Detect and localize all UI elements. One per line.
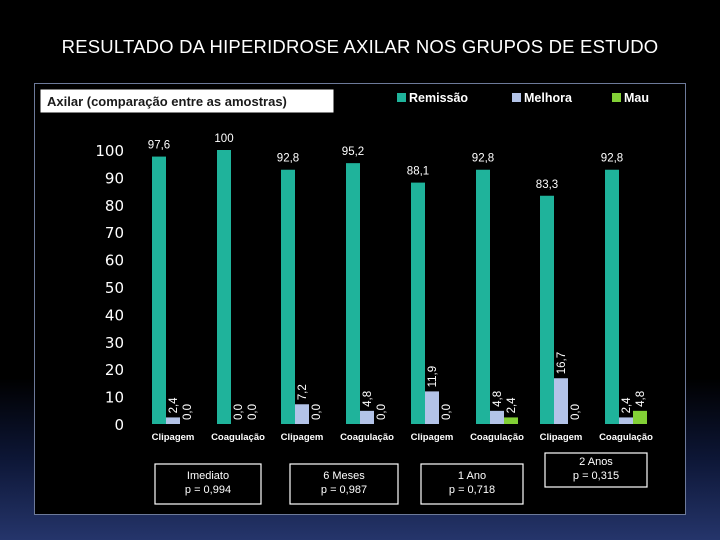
x-category-label: Clipagem	[152, 432, 195, 443]
bar-chart: Axilar (comparação entre as amostras) Rem…	[39, 88, 653, 505]
y-tick-label: 80	[105, 197, 124, 215]
x-category-label: Clipagem	[540, 432, 583, 443]
group-pvalue-2: p = 0,987	[321, 484, 367, 496]
data-label: 92,8	[472, 153, 494, 165]
y-tick-label: 90	[105, 169, 124, 187]
chart-panel: Axilar (comparação entre as amostras) Rem…	[34, 83, 686, 515]
data-label: 11,9	[427, 366, 439, 388]
bar-remisso-4	[346, 163, 360, 424]
bar-remisso-8	[605, 169, 619, 424]
data-label: 95,2	[342, 146, 364, 158]
data-label: 0,0	[570, 404, 582, 420]
x-category-label: Coagulação	[599, 432, 653, 443]
bar-melhora-5	[425, 391, 439, 424]
bar-melhora-6	[490, 410, 504, 424]
bar-remisso-3	[281, 169, 295, 424]
group-pvalue-4: p = 0,315	[573, 470, 619, 482]
group-pvalue-3: p = 0,718	[449, 484, 495, 496]
y-tick-label: 70	[105, 224, 124, 242]
data-label: 0,0	[233, 404, 245, 420]
data-label: 4,8	[362, 391, 374, 407]
x-category-label: Clipagem	[281, 432, 324, 443]
data-label: 2,4	[621, 397, 633, 414]
y-tick-label: 0	[114, 416, 124, 434]
data-label: 100	[214, 133, 233, 145]
bar-remisso-7	[540, 195, 554, 424]
group-box-1	[154, 463, 262, 505]
x-category-label: Coagulação	[211, 432, 265, 443]
legend-swatch-2	[512, 93, 521, 102]
y-tick-label: 30	[105, 334, 124, 352]
legend-label-1: Remissão	[409, 91, 468, 105]
data-label: 0,0	[376, 404, 388, 420]
data-label: 92,8	[601, 153, 623, 165]
legend-swatch-3	[612, 93, 621, 102]
group-label-1: Imediato	[187, 470, 229, 482]
group-label-3: 1 Ano	[458, 470, 486, 482]
bar-melhora-4	[360, 410, 374, 424]
bar-remisso-6	[476, 169, 490, 424]
data-label: 0,0	[247, 404, 259, 420]
y-tick-label: 40	[105, 306, 124, 324]
slide-title: RESULTADO DA HIPERIDROSE AXILAR NOS GRUP…	[61, 36, 659, 57]
y-tick-label: 50	[105, 279, 124, 297]
bar-mau-8	[633, 410, 647, 424]
bar-remisso-2	[217, 150, 231, 424]
data-label: 7,2	[297, 384, 309, 400]
legend-swatch-1	[397, 93, 406, 102]
group-label-2: 6 Meses	[323, 470, 365, 482]
legend-label-3: Mau	[624, 91, 649, 105]
data-label: 2,4	[506, 397, 518, 414]
x-category-label: Clipagem	[411, 432, 454, 443]
data-label: 16,7	[556, 352, 568, 374]
x-category-label: Coagulação	[470, 432, 524, 443]
bar-remisso-1	[152, 156, 166, 424]
y-tick-label: 60	[105, 252, 124, 270]
group-box-2	[289, 463, 399, 505]
data-label: 97,6	[148, 140, 170, 152]
chart-title-box	[39, 88, 335, 114]
data-label: 0,0	[441, 404, 453, 420]
group-box-4	[544, 452, 648, 488]
data-label: 92,8	[277, 153, 299, 165]
x-category-label: Coagulação	[340, 432, 394, 443]
chart-title: Axilar (comparação entre as amostras)	[47, 94, 287, 109]
bar-melhora-7	[554, 378, 568, 424]
bar-remisso-5	[411, 182, 425, 424]
group-label-4: 2 Anos	[579, 456, 613, 468]
legend-label-2: Melhora	[524, 91, 573, 105]
bar-melhora-3	[295, 404, 309, 424]
data-label: 88,1	[407, 166, 429, 178]
data-label: 4,8	[492, 391, 504, 407]
y-tick-label: 10	[105, 389, 124, 407]
data-label: 0,0	[311, 404, 323, 420]
data-label: 83,3	[536, 179, 558, 191]
group-box-3	[420, 463, 524, 505]
data-label: 4,8	[635, 391, 647, 407]
data-label: 2,4	[168, 397, 180, 414]
bar-melhora-1	[166, 417, 180, 424]
group-pvalue-1: p = 0,994	[185, 484, 231, 496]
y-tick-label: 20	[105, 361, 124, 379]
bar-melhora-8	[619, 417, 633, 424]
y-tick-label: 100	[95, 142, 124, 160]
data-label: 0,0	[182, 404, 194, 420]
bar-mau-6	[504, 417, 518, 424]
